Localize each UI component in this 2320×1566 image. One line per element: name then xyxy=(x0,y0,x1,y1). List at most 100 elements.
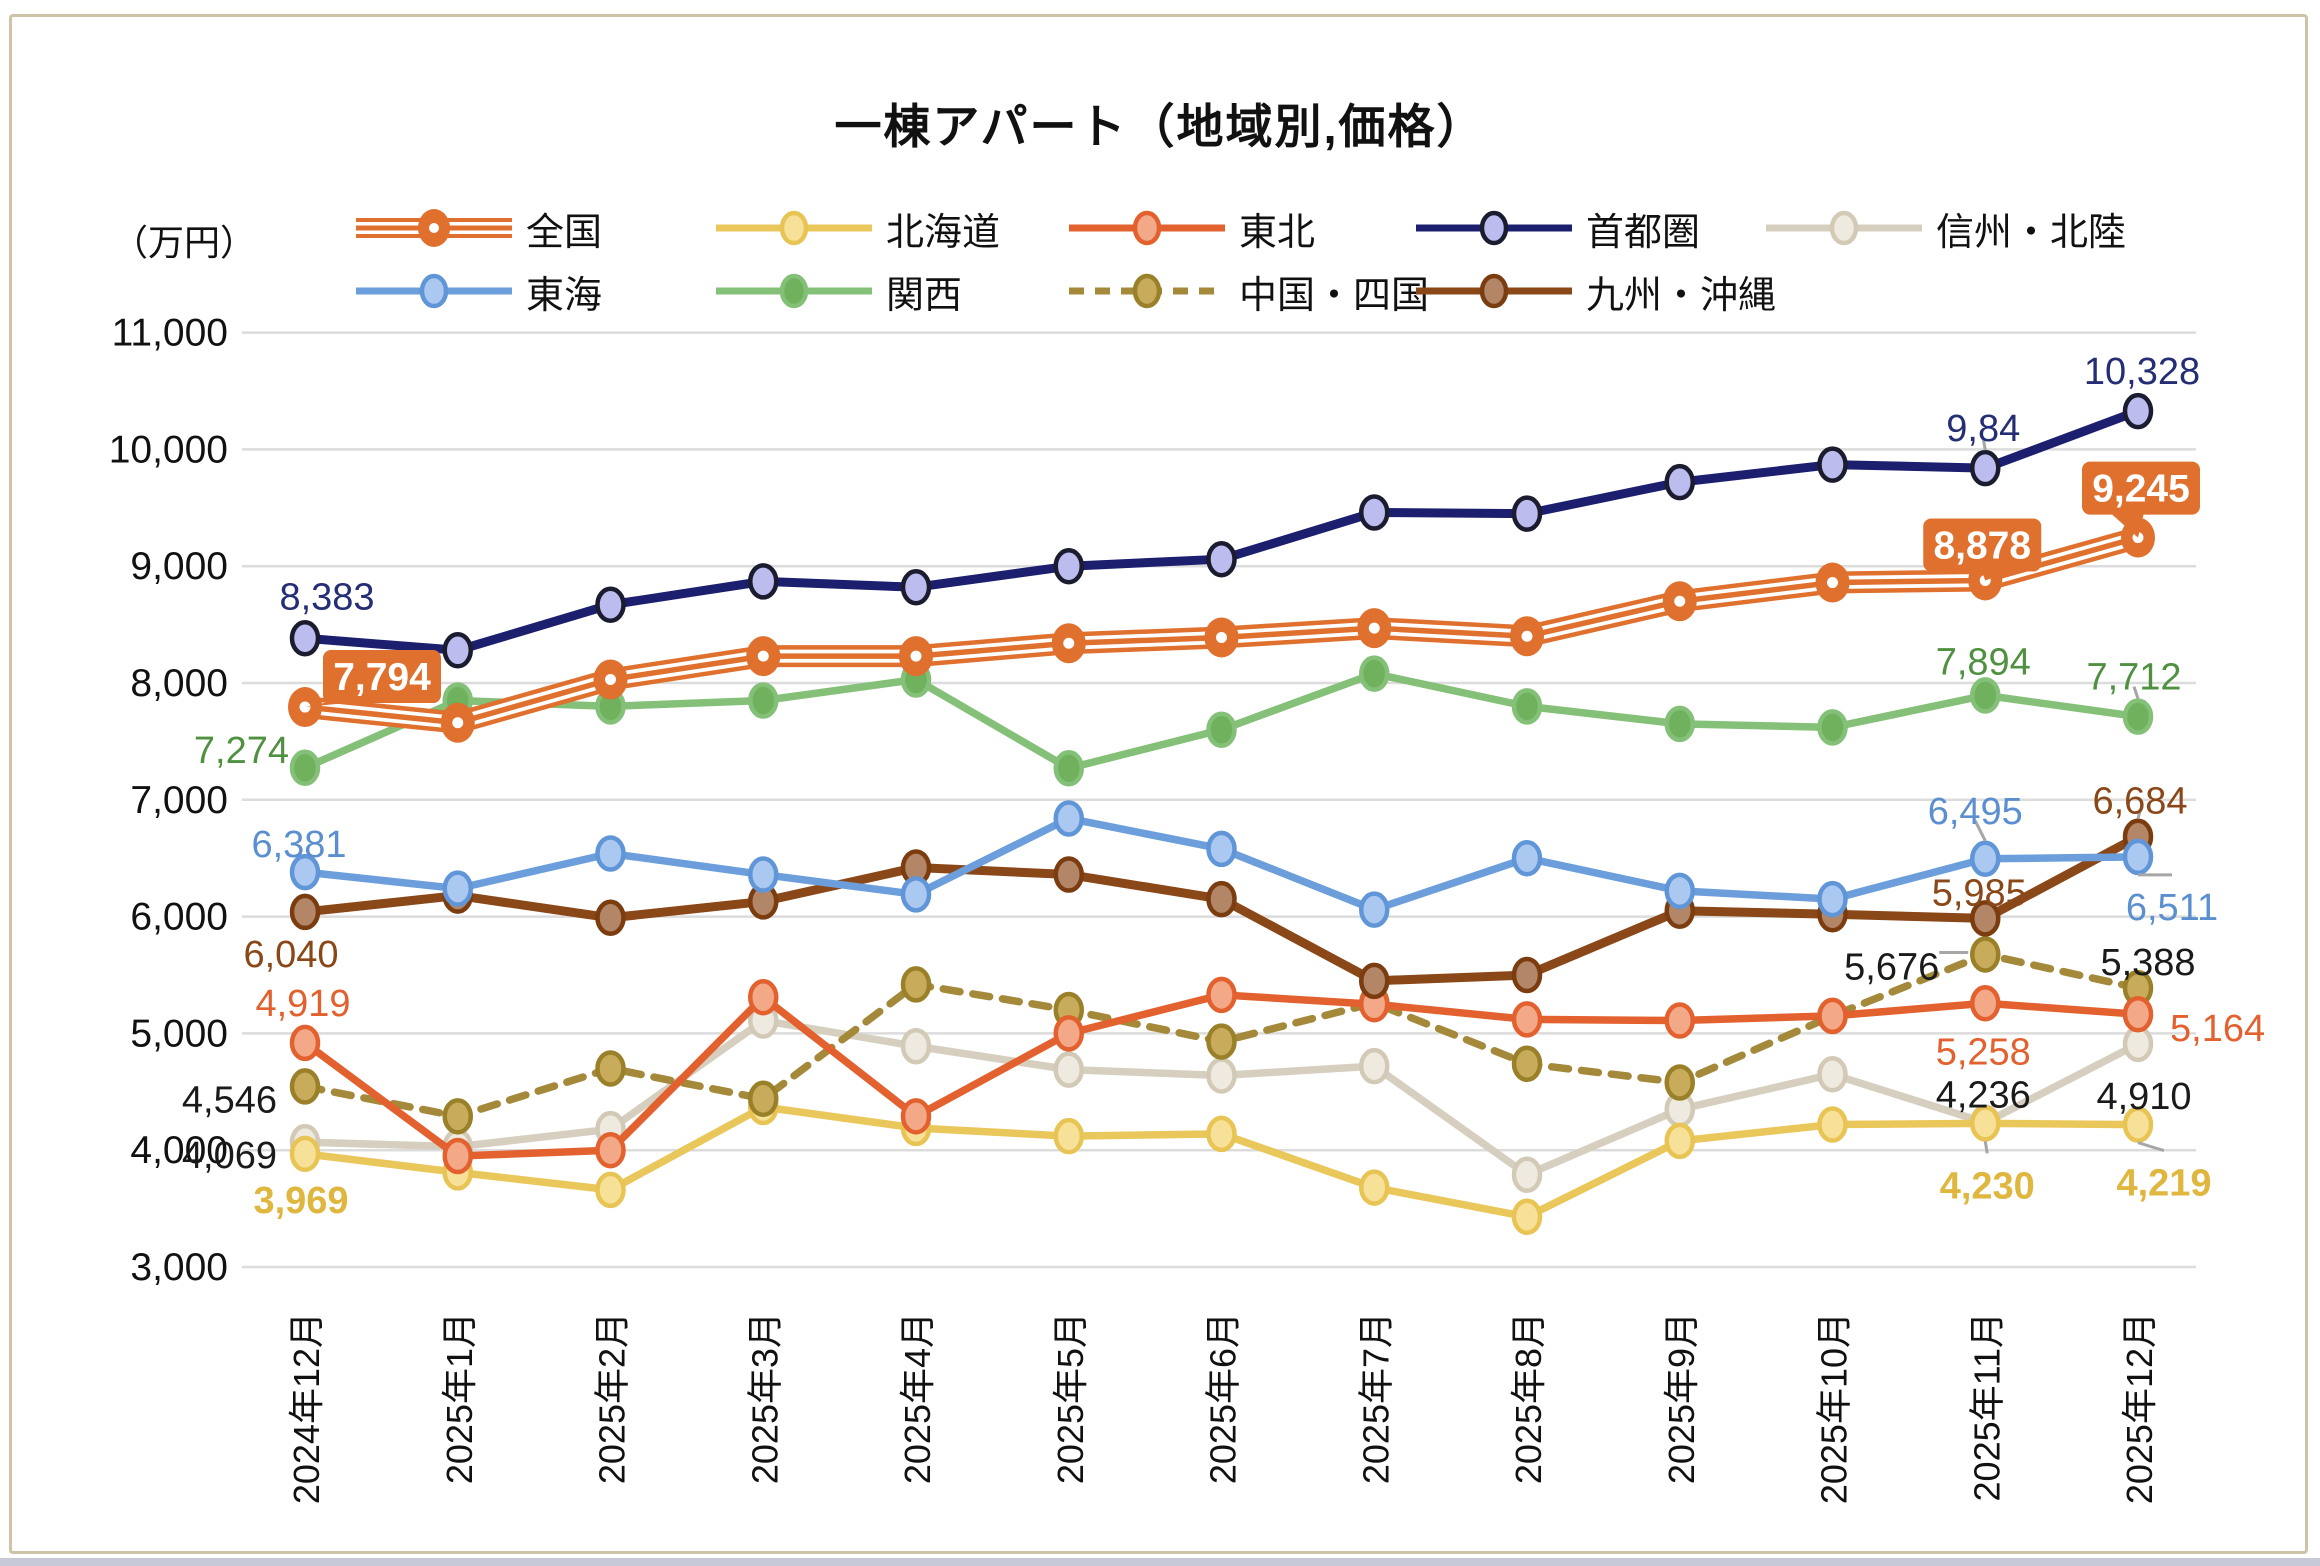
x-tick-label: 2025年3月 xyxy=(744,1312,785,1484)
data-point-marker xyxy=(1053,1117,1084,1155)
data-point-marker xyxy=(1359,1169,1390,1206)
legend-row-1: 全国 北海道 東北 首都圏 信州・北陸 xyxy=(0,205,2320,254)
data-label: 4,919 xyxy=(255,983,350,1025)
legend-item-shutoken: 首都圏 xyxy=(1412,205,1700,254)
x-tick-label: 2025年4月 xyxy=(897,1312,938,1484)
data-label: 6,381 xyxy=(251,824,346,866)
x-axis-tick-labels: 2024年12月 2025年1月 2025年2月 2025年3月 2025年4月 2025… xyxy=(286,1312,2160,1504)
legend-marker-icon-tokai xyxy=(356,273,512,309)
data-point-marker xyxy=(900,966,932,1003)
data-point-marker xyxy=(1970,900,2001,937)
national-label-box xyxy=(1923,518,2042,572)
data-point-marker xyxy=(2122,1106,2154,1143)
data-label: 6,040 xyxy=(243,934,338,976)
data-point-marker xyxy=(595,586,626,623)
y-tick-label: 10,000 xyxy=(109,428,228,471)
y-tick-label: 5,000 xyxy=(130,1012,228,1055)
data-label: 5,676 xyxy=(1844,946,1939,988)
x-tick-label: 2025年10月 xyxy=(1814,1312,1855,1504)
data-point-marker xyxy=(1970,1105,2001,1142)
data-point-marker xyxy=(595,1050,626,1087)
legend-marker-icon-shinshu-hokuriku xyxy=(1766,210,1922,246)
legend-marker-icon-kansai xyxy=(716,273,872,309)
data-point-marker xyxy=(1664,1002,1695,1039)
data-point-marker xyxy=(595,899,626,937)
data-point-marker xyxy=(2122,1025,2154,1063)
legend-row-2: 東海 関西 中国・四国 九州・沖縄 xyxy=(0,268,2320,317)
data-point-marker xyxy=(1511,1198,1543,1236)
data-point-marker xyxy=(1817,1106,1848,1143)
data-point-marker xyxy=(1206,880,1237,918)
data-point-marker xyxy=(289,1024,321,1062)
data-label: 8,878 xyxy=(1933,524,2031,567)
chart-card xyxy=(9,14,2308,1554)
y-tick-label: 8,000 xyxy=(130,662,228,705)
data-point-marker xyxy=(1511,688,1543,725)
legend-marker-icon-kyushu-okinawa xyxy=(1416,273,1572,309)
legend-label: 関西 xyxy=(886,274,963,317)
data-label: 4,546 xyxy=(182,1079,277,1121)
data-label: 9,84 xyxy=(1946,408,2020,450)
data-point-marker xyxy=(1359,891,1390,928)
legend-marker-icon-zenkoku xyxy=(356,209,512,247)
data-point-marker xyxy=(900,1098,932,1135)
data-point-marker xyxy=(1511,1045,1543,1083)
data-point-marker xyxy=(1817,1056,1848,1093)
data-point-marker xyxy=(748,856,779,893)
data-point-marker xyxy=(1970,840,2001,878)
data-label: 7,274 xyxy=(194,730,289,772)
series-zenkoku xyxy=(288,517,2155,743)
data-point-marker xyxy=(1817,880,1848,918)
y-tick-label: 3,000 xyxy=(130,1246,228,1289)
legend-label: 信州・北陸 xyxy=(1936,211,2127,254)
data-point-marker xyxy=(900,876,932,913)
data-label: 7,794 xyxy=(333,656,431,699)
data-labels: 7,794 8,878 9,245 3,969 4,230 4,219 4,919 5,258… xyxy=(182,351,2265,1222)
data-label: 5,164 xyxy=(2170,1008,2265,1050)
data-point-marker xyxy=(1053,547,1084,585)
data-label: 4,219 xyxy=(2116,1163,2211,1205)
x-tick-label: 2025年11月 xyxy=(1966,1312,2007,1501)
data-point-marker xyxy=(900,1027,932,1065)
footer-strip xyxy=(0,1558,2320,1566)
data-point-marker xyxy=(1970,985,2001,1022)
data-label: 10,328 xyxy=(2084,351,2200,393)
data-point-marker xyxy=(748,563,779,600)
data-point-marker xyxy=(1206,1023,1237,1060)
data-point-marker xyxy=(442,1137,473,1175)
data-label: 4,910 xyxy=(2096,1076,2191,1118)
x-tick-label: 2024年12月 xyxy=(286,1312,327,1504)
legend-item-chugoku-shikoku: 中国・四国 xyxy=(1065,268,1429,317)
data-label: 4,236 xyxy=(1936,1075,2031,1117)
data-point-marker xyxy=(1817,446,1848,483)
data-label: 6,495 xyxy=(1928,791,2023,833)
data-point-marker xyxy=(1511,1001,1543,1038)
data-point-marker xyxy=(1359,962,1390,1000)
data-point-marker xyxy=(1817,709,1848,746)
legend-marker-icon-shutoken xyxy=(1416,210,1572,246)
data-point-marker xyxy=(1206,976,1237,1014)
legend-item-zenkoku: 全国 xyxy=(352,205,602,254)
series-tokai xyxy=(289,800,2154,928)
data-point-marker xyxy=(1053,750,1084,787)
data-point-marker xyxy=(1970,449,2001,487)
data-label: 6,684 xyxy=(2092,781,2187,823)
data-point-marker xyxy=(748,1080,779,1118)
data-point-marker xyxy=(1053,1015,1084,1052)
data-point-marker xyxy=(748,978,779,1016)
legend-item-kansai: 関西 xyxy=(712,268,962,317)
data-point-marker xyxy=(1206,1057,1237,1094)
series-kansai xyxy=(289,655,2154,787)
y-axis-tick-labels: 11,000 10,000 9,000 8,000 7,000 6,000 5,000 4,0… xyxy=(109,312,228,1289)
legend-marker-icon-chugoku-shikoku xyxy=(1069,273,1225,309)
data-label: 5,388 xyxy=(2100,942,2195,984)
legend-label: 東北 xyxy=(1239,211,1316,254)
data-point-marker xyxy=(1206,830,1237,868)
data-label: 4,230 xyxy=(1940,1165,2035,1207)
x-tick-label: 2025年8月 xyxy=(1508,1312,1549,1484)
data-point-marker xyxy=(1664,1122,1695,1160)
data-point-marker xyxy=(1206,711,1237,748)
y-tick-label: 11,000 xyxy=(112,312,228,355)
x-tick-label: 2025年12月 xyxy=(2119,1312,2160,1504)
